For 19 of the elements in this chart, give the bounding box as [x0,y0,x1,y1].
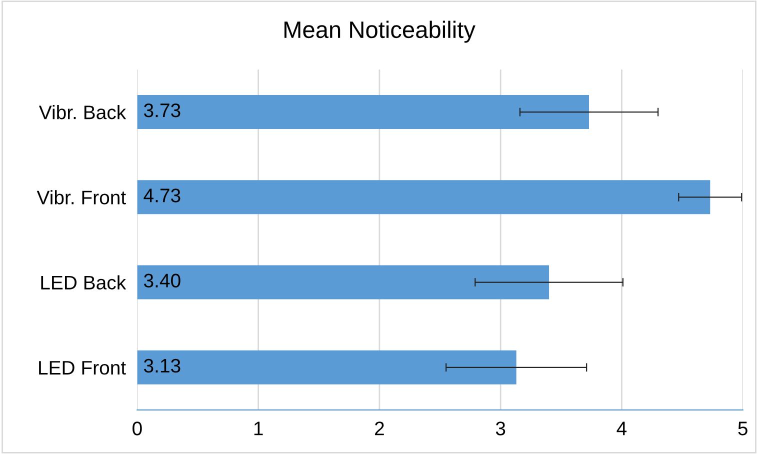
x-tick-label: 2 [375,422,384,436]
bar [137,350,516,384]
y-tick-label: Vibr. Back [38,104,126,120]
bar [137,265,550,300]
data-label: 3.73 [144,103,180,118]
x-tick-label: 1 [254,422,263,436]
x-tick-label: 5 [738,422,748,436]
data-label: 3.40 [144,274,180,288]
y-tick-label: Vibr. Front [36,190,126,204]
chart-title: Mean Noticeability [284,20,476,43]
data-label: 4.73 [144,188,180,202]
x-tick-label: 0 [132,422,142,436]
x-tick-label: 3 [496,422,506,436]
x-tick-label: 4 [616,422,627,436]
y-tick-label: LED Back [41,275,126,290]
y-tick-label: LED Front [39,361,126,375]
bar [137,95,590,130]
bar [137,180,710,214]
data-label: 3.13 [144,358,180,373]
